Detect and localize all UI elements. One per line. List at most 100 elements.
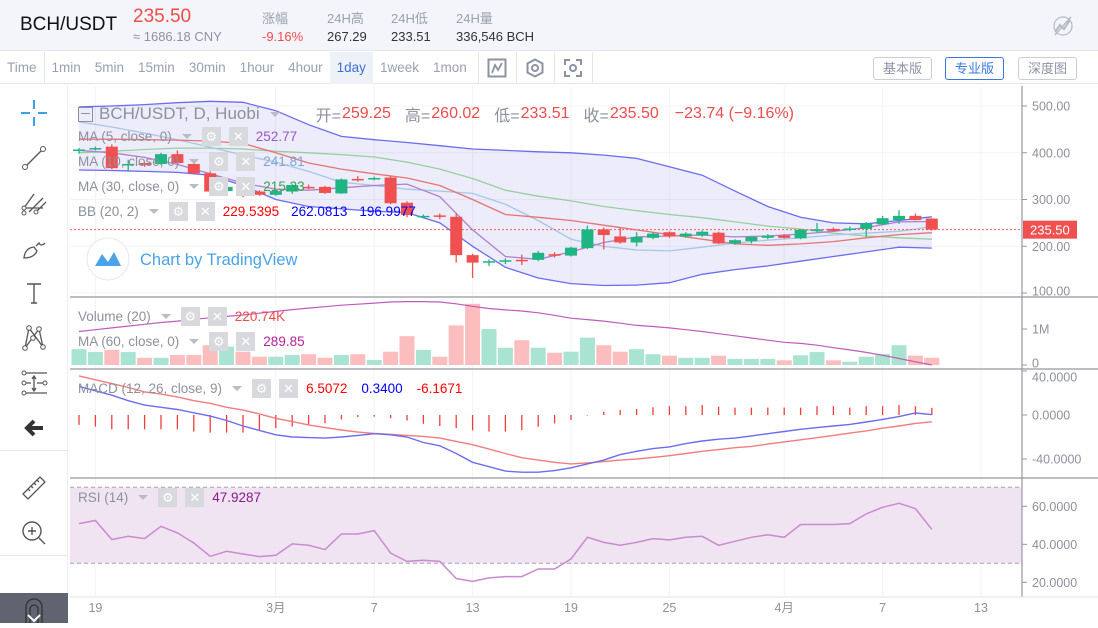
macd-label: MACD (12, 26, close, 9) [78,381,223,396]
volume-bar [235,351,251,365]
legend-bb[interactable]: BB (20, 2) ⚙ ✕ 229.5395 262.0813 196.9977 [78,202,416,221]
measure-icon[interactable] [14,365,54,401]
gear-icon[interactable]: ⚙ [168,202,188,221]
volume-bar [858,356,874,365]
vol-ma-value: 289.85 [263,334,305,349]
interval-4hour[interactable]: 4hour [288,59,323,75]
interval-1min[interactable]: 1min [51,59,81,75]
interval-time[interactable]: Time [7,59,37,75]
volume-bar [530,347,546,365]
legend-macd[interactable]: MACD (12, 26, close, 9) ⚙ ✕ 6.5072 0.3400 -6.… [78,379,462,398]
rsi-band-fill [70,487,1022,564]
chevron-down-icon[interactable] [160,314,171,319]
stat-value-volume: 336,546 BCH [456,29,535,44]
volume-bar [924,357,940,365]
chevron-down-icon[interactable] [189,184,200,189]
candle-body [729,240,741,244]
collapse-legend-icon[interactable] [78,106,93,122]
depth-chart-button[interactable]: 深度图 [1018,57,1078,80]
legend-rsi[interactable]: RSI (14) ⚙ ✕ 47.9287 [78,488,261,507]
gear-icon[interactable]: ⚙ [209,177,229,196]
rsi-label: RSI (14) [78,490,129,505]
back-arrow-icon[interactable] [14,410,54,446]
chevron-down-icon[interactable] [189,339,200,344]
chevron-down-icon[interactable] [189,159,200,164]
close-icon[interactable]: ✕ [236,177,256,196]
close-icon[interactable]: ✕ [185,488,205,507]
candle-body [384,177,397,204]
legend-ma30[interactable]: MA (30, close, 0) ⚙ ✕ 215.33 [78,177,305,196]
chevron-down-icon[interactable] [232,386,243,391]
chevron-down-icon[interactable] [269,111,280,117]
volume-bar [251,356,267,365]
legend-volume[interactable]: Volume (20) ⚙ ✕ 220.74K [78,307,285,326]
gear-icon[interactable]: ⚙ [252,379,272,398]
close-icon[interactable]: ✕ [195,202,215,221]
ruler-icon[interactable] [14,470,54,506]
candle-body [269,191,282,195]
time-axis-label: 19 [88,601,102,615]
text-icon[interactable] [14,275,54,311]
volume-bar [547,352,563,365]
volume-bar [415,349,431,365]
interval-1mon[interactable]: 1mon [432,59,467,75]
gear-icon[interactable]: ⚙ [209,152,229,171]
time-axis-label: 25 [662,601,676,615]
candle-body [171,154,184,164]
gear-icon[interactable]: ⚙ [158,488,178,507]
volume-bar [891,345,907,365]
ma10-value: 241.81 [263,154,305,169]
chart-hide-icon[interactable] [1052,15,1074,42]
brush-icon[interactable] [14,230,54,266]
interval-1week[interactable]: 1week [379,59,419,75]
price-axis-label: 300.00 [1032,193,1070,207]
settings-hexagon-icon[interactable] [517,51,555,84]
pattern-icon[interactable] [14,320,54,356]
zoom-in-icon[interactable] [14,515,54,551]
fullscreen-icon[interactable] [555,51,593,84]
volume-bar [448,325,464,365]
volume-bar [399,336,415,365]
legend-vol-ma[interactable]: MA (60, close, 0) ⚙ ✕ 289.85 [78,332,305,351]
interval-1day[interactable]: 1day [329,51,373,84]
candle-body [450,216,463,256]
close-icon[interactable]: ✕ [228,127,248,146]
volume-bar [579,337,595,365]
candle-body [696,231,709,236]
gear-icon[interactable]: ⚙ [180,307,200,326]
close-icon[interactable]: ✕ [207,307,227,326]
crosshair-icon[interactable] [14,95,54,131]
macd-axis-label: 40.0000 [1032,371,1077,385]
interval-15min[interactable]: 15min [138,59,175,75]
candle-body [499,260,512,262]
gear-icon[interactable]: ⚙ [201,127,221,146]
candle-body [630,236,643,243]
basic-view-button[interactable]: 基本版 [873,57,933,80]
interval-5min[interactable]: 5min [94,59,125,75]
candle-body [761,235,774,238]
chevron-down-icon[interactable] [138,495,149,500]
close-icon[interactable]: ✕ [279,379,299,398]
indicator-icon[interactable] [479,51,517,84]
chevron-down-icon[interactable] [148,209,159,214]
stat-label-high: 24H高 [327,11,364,26]
interval-1hour[interactable]: 1hour [239,59,275,75]
volume-bar [661,355,677,365]
close-icon[interactable]: ✕ [236,152,256,171]
trend-line-icon[interactable] [14,140,54,176]
pitchfork-icon[interactable] [14,185,54,221]
candle-body [860,223,873,229]
cny-price: ≈ 1686.18 CNY [133,29,222,44]
legend-ma5[interactable]: MA (5, close, 0) ⚙ ✕ 252.77 [78,127,297,146]
magnet-icon[interactable] [0,593,68,623]
chevron-down-icon[interactable] [181,134,192,139]
legend-ma10[interactable]: MA (10, close, 0) ⚙ ✕ 241.81 [78,152,305,171]
candle-body [909,215,922,221]
gear-icon[interactable]: ⚙ [209,332,229,351]
pro-view-button[interactable]: 专业版 [945,57,1005,80]
candle-body [319,186,331,193]
close-icon[interactable]: ✕ [236,332,256,351]
interval-30min[interactable]: 30min [188,59,226,75]
candle-body [73,149,85,151]
